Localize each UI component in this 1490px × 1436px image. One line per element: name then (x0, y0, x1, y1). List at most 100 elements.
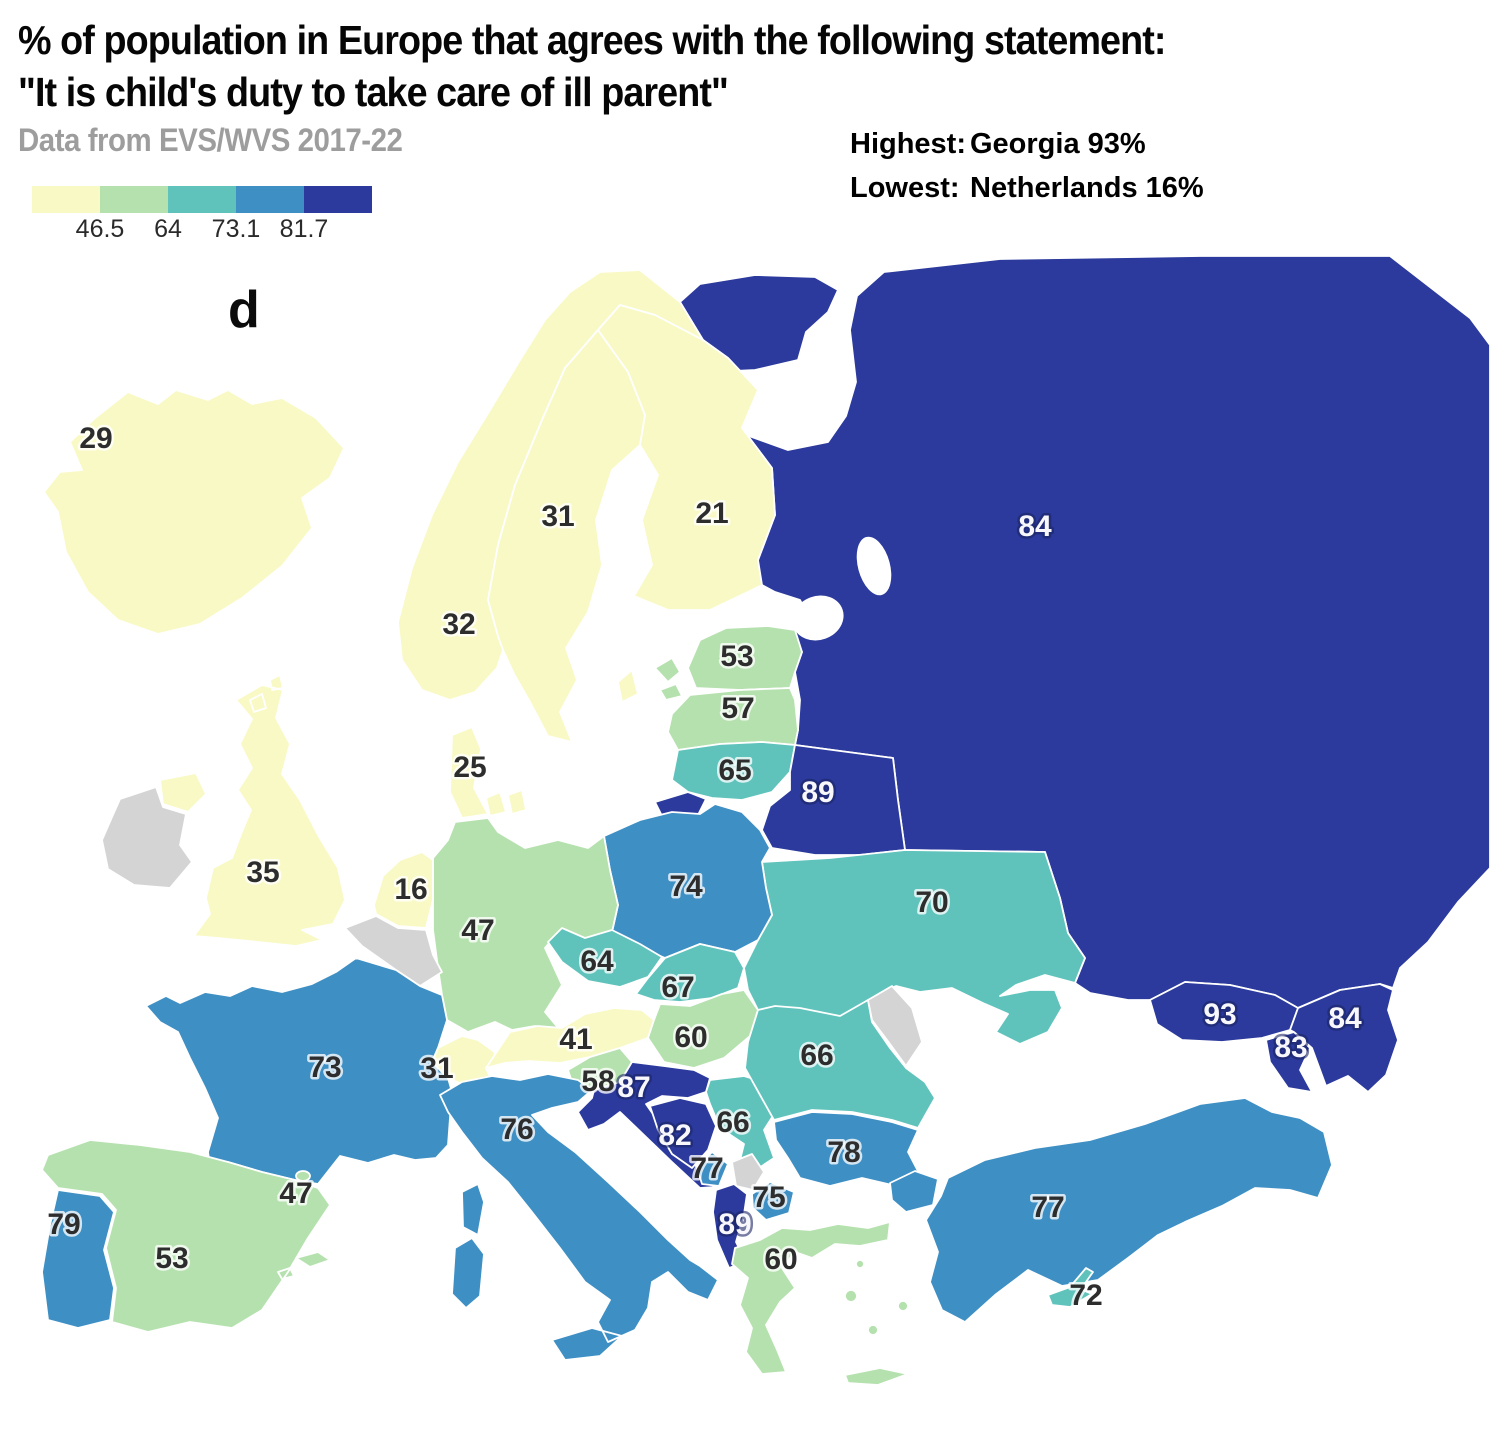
value-label-switzerland: 31 (420, 1052, 453, 1085)
value-label-germany: 47 (461, 914, 494, 947)
value-label-estonia: 53 (720, 640, 753, 673)
country-kosovo (731, 1153, 765, 1191)
extremes-annotation: Highest: Georgia 93% Lowest: Netherlands… (850, 128, 1204, 216)
country-ukraine (743, 849, 1086, 1045)
country-denmark (449, 726, 527, 819)
value-label-latvia: 57 (721, 692, 754, 725)
legend-swatch-1 (100, 186, 168, 213)
legend-break-label-0: 46.5 (75, 215, 125, 243)
lowest-label: Lowest: (850, 172, 960, 204)
chart-title: % of population in Europe that agrees wi… (18, 14, 1265, 118)
value-label-armenia: 83 (1274, 1031, 1307, 1064)
value-label-hungary: 60 (674, 1021, 707, 1054)
legend-break-label-3: 81.7 (279, 215, 329, 243)
value-label-denmark: 25 (453, 751, 486, 784)
highest-label: Highest: (850, 128, 966, 160)
value-label-greece: 60 (764, 1243, 797, 1276)
value-label-bosnia: 82 (658, 1119, 691, 1152)
highest-row: Highest: Georgia 93% (850, 128, 1204, 161)
value-label-austria: 41 (559, 1023, 592, 1056)
value-label-sweden: 31 (541, 500, 574, 533)
country-portugal (41, 1189, 115, 1329)
country-romania (744, 999, 936, 1129)
chart-title-line2: "It is child's duty to take care of ill … (18, 69, 729, 115)
legend-break-label-1: 64 (154, 215, 182, 243)
value-label-ukraine: 70 (915, 886, 948, 919)
country-italy (439, 1073, 719, 1361)
data-source-subtitle: Data from EVS/WVS 2017-22 (18, 122, 403, 158)
value-label-spain: 53 (155, 1242, 188, 1275)
country-finland (597, 304, 776, 611)
value-label-serbia: 66 (716, 1106, 749, 1139)
country-macedonia (751, 1181, 795, 1221)
country-ireland (101, 786, 193, 889)
value-label-lithuania: 65 (718, 754, 751, 787)
value-label-romania: 66 (800, 1039, 833, 1072)
country-netherlands (373, 851, 434, 929)
panel-letter: d (228, 281, 260, 339)
value-label-netherlands: 16 (394, 873, 427, 906)
country-czechia (547, 927, 663, 988)
lake-ladoga-shape (792, 595, 844, 641)
value-label-georgia: 93 (1203, 998, 1236, 1031)
value-label-russia: 84 (1018, 510, 1052, 543)
value-label-slovakia: 67 (661, 971, 694, 1004)
chart-title-line1: % of population in Europe that agrees wi… (18, 17, 1166, 63)
country-belarus (761, 744, 906, 856)
value-label-belarus: 89 (801, 776, 834, 809)
value-label-turkey: 77 (1031, 1191, 1064, 1224)
value-label-portugal: 79 (47, 1208, 80, 1241)
value-label-poland: 74 (669, 870, 703, 903)
country-estonia (654, 625, 803, 701)
country-greece (731, 1221, 909, 1386)
legend-break-labels: 46.5 64 73.1 81.7 (32, 213, 392, 243)
country-lithuania (671, 741, 796, 801)
country-turkey (889, 1097, 1333, 1323)
country-uk (159, 674, 346, 947)
lowest-value: Netherlands 16% (970, 172, 1204, 204)
legend-swatch-4 (304, 186, 372, 213)
value-labels-layer: 84 32 31 21 29 25 53 57 65 89 70 74 47 16 35 73 53 79 47 31… (45, 420, 1365, 1315)
value-label-azerbaijan: 84 (1328, 1002, 1362, 1035)
country-andorra (295, 1170, 311, 1182)
lowest-row: Lowest: Netherlands 16% (850, 172, 1204, 205)
country-azerbaijan (1289, 983, 1399, 1093)
country-spain (41, 1139, 331, 1333)
legend-swatch-3 (236, 186, 304, 213)
highest-value: Georgia 93% (970, 128, 1146, 160)
value-label-albania: 89 (718, 1208, 751, 1241)
value-label-montenegro: 77 (690, 1152, 723, 1185)
country-montenegro (696, 1151, 729, 1187)
value-label-finland: 21 (695, 497, 728, 530)
value-label-iceland: 29 (79, 422, 112, 455)
value-label-czechia: 64 (580, 945, 614, 978)
value-label-cyprus: 72 (1069, 1279, 1102, 1312)
country-austria (485, 1007, 655, 1069)
value-label-italy: 76 (500, 1113, 533, 1146)
legend-swatch-0 (32, 186, 100, 213)
country-shapes-layer (41, 255, 1490, 1386)
value-label-slovenia: 58 (581, 1065, 614, 1098)
value-label-france: 73 (308, 1051, 341, 1084)
value-label-norway: 32 (442, 608, 475, 641)
value-label-andorra: 47 (279, 1177, 312, 1210)
legend-break-label-2: 73.1 (211, 215, 261, 243)
country-latvia (667, 687, 799, 751)
value-label-croatia: 87 (617, 1071, 650, 1104)
value-label-macedonia: 75 (752, 1181, 785, 1214)
legend-swatch-row (32, 186, 392, 213)
lakes-layer (792, 536, 892, 641)
country-sweden (487, 329, 646, 743)
country-cyprus (1047, 1267, 1094, 1308)
legend-swatch-2 (168, 186, 236, 213)
country-slovakia (635, 943, 745, 1003)
country-belgium (344, 915, 443, 987)
color-legend: 46.5 64 73.1 81.7 (32, 186, 392, 246)
country-moldova (867, 985, 923, 1067)
country-bosnia (649, 1097, 717, 1169)
value-label-uk: 35 (246, 856, 279, 889)
lake-onega-shape (856, 536, 892, 596)
country-iceland (43, 389, 345, 635)
